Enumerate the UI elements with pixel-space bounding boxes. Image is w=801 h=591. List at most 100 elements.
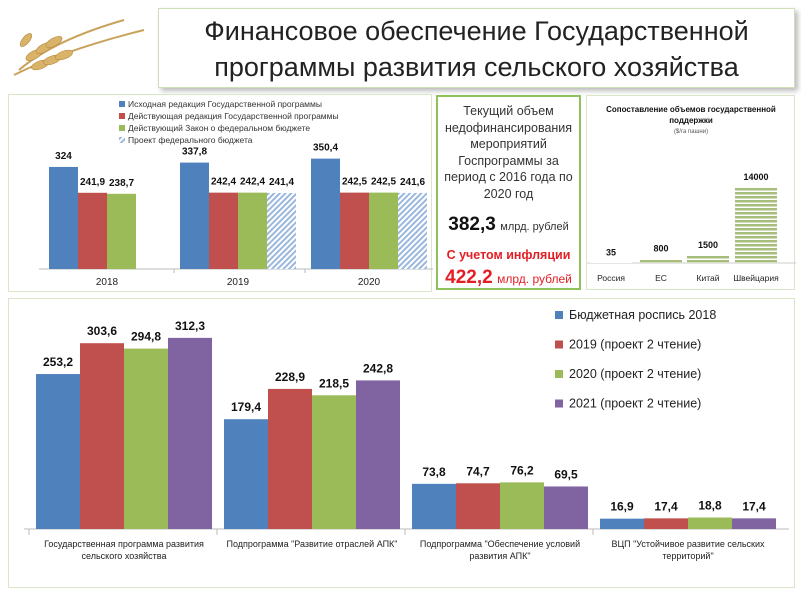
data-label: 16,9	[610, 500, 634, 514]
data-label: 17,4	[742, 499, 766, 513]
bar	[735, 187, 777, 263]
support-comparison-chart: Сопоставление объемов государственной под…	[586, 95, 796, 290]
data-label: 253,2	[43, 355, 73, 369]
legend-label: Исходная редакция Государственной програ…	[128, 99, 322, 109]
bar	[311, 158, 340, 269]
x-tick-label: Государственная программа развития	[44, 539, 204, 549]
legend-label: Бюджетная роспись 2018	[569, 308, 716, 322]
underfunding-amount: 382,3	[448, 214, 496, 235]
legend-swatch	[119, 101, 125, 107]
legend-swatch	[119, 137, 125, 143]
bar	[312, 395, 356, 529]
title-line: программы развития сельского хозяйства	[214, 52, 739, 82]
chart-title: поддержки	[669, 116, 713, 125]
page-title: Финансовое обеспечение Государственной п…	[158, 8, 795, 88]
chart-subtitle: ($/га пашни)	[674, 129, 708, 135]
bar	[640, 258, 682, 263]
bar	[168, 337, 212, 529]
info-line: 2020 год	[483, 186, 534, 201]
info-line: мероприятий	[470, 137, 547, 151]
data-label: 294,8	[131, 330, 161, 344]
bar	[107, 193, 136, 269]
bar	[688, 517, 732, 529]
bar	[268, 388, 312, 529]
x-tick-label: Швейцария	[733, 273, 779, 283]
data-label: 18,8	[698, 498, 722, 512]
x-tick-label: ЕС	[655, 273, 667, 283]
chart-title: Сопоставление объемов государственной	[606, 105, 776, 114]
info-line: недофинансирования	[444, 120, 573, 135]
budget-by-subprogram-chart: Государственная программа развития сельск…	[8, 298, 795, 588]
data-label: 242,4	[240, 177, 265, 188]
data-label: 1500	[698, 240, 718, 250]
x-tick-label: Китай	[697, 273, 720, 283]
bar	[180, 162, 209, 269]
data-label: 350,4	[313, 143, 338, 154]
amount-unit: млрд. рублей	[500, 221, 569, 233]
bar	[590, 262, 632, 263]
data-label: 242,4	[211, 177, 236, 188]
data-label: 17,4	[654, 499, 678, 513]
x-tick-label: 2019	[227, 277, 250, 288]
bar	[644, 518, 688, 529]
legend-label: 2021 (проект 2 чтение)	[569, 397, 701, 411]
x-tick-label: сельского хозяйства	[82, 551, 167, 561]
program-editions-chart: Исходная редакция Государственной програ…	[8, 94, 433, 292]
inflation-unit: млрд. рублей	[497, 272, 572, 286]
data-label: 242,5	[342, 177, 367, 188]
legend-label: Действующий Закон о федеральном бюджете	[128, 123, 310, 133]
bar	[687, 254, 729, 263]
bar	[600, 518, 644, 529]
x-tick-label: развития АПК"	[469, 551, 530, 561]
data-label: 800	[653, 244, 668, 254]
bar	[340, 192, 369, 269]
x-tick-label: 2020	[358, 277, 381, 288]
data-label: 312,3	[175, 319, 205, 333]
bar	[238, 192, 267, 269]
legend-label: 2019 (проект 2 чтение)	[569, 338, 701, 352]
x-tick-label: 2018	[96, 277, 119, 288]
bar	[356, 380, 400, 529]
legend-label: Действующая редакция Государственной про…	[128, 111, 339, 121]
data-label: 241,6	[400, 177, 425, 188]
data-label: 324	[55, 151, 72, 162]
legend-swatch	[119, 125, 125, 131]
bar	[456, 483, 500, 529]
data-label: 303,6	[87, 324, 117, 338]
bar	[732, 518, 776, 529]
bar	[398, 192, 427, 269]
bar	[49, 166, 78, 269]
data-label: 14000	[743, 172, 768, 182]
bar	[80, 343, 124, 529]
data-label: 218,5	[319, 376, 349, 390]
x-tick-label: Россия	[597, 273, 625, 283]
legend-swatch	[555, 399, 563, 408]
legend-swatch	[555, 340, 563, 349]
bar	[78, 192, 107, 269]
bar	[224, 419, 268, 529]
legend-label: Проект федерального бюджета	[128, 135, 253, 145]
bar	[369, 192, 398, 269]
data-label: 69,5	[554, 467, 578, 481]
x-tick-label: территорий"	[662, 551, 713, 561]
data-label: 337,8	[182, 147, 207, 158]
data-label: 35	[606, 248, 616, 258]
data-label: 242,8	[363, 361, 393, 375]
x-tick-label: ВЦП "Устойчивое развитие сельских	[611, 539, 765, 549]
data-label: 241,4	[269, 177, 294, 188]
data-label: 238,7	[109, 178, 134, 189]
bar	[124, 348, 168, 529]
bar	[412, 483, 456, 529]
x-tick-label: Подпрограмма "Обеспечение условий	[420, 539, 580, 549]
bar	[36, 374, 80, 529]
data-label: 76,2	[510, 463, 534, 477]
bar	[209, 192, 238, 269]
legend-swatch	[555, 370, 563, 378]
underfunding-info-box: Текущий объем недофинансирования меропри…	[436, 95, 581, 290]
title-line: Финансовое обеспечение Государственной	[204, 16, 749, 46]
inflation-label: С учетом инфляции	[446, 248, 571, 262]
wheat-logo	[13, 19, 145, 76]
data-label: 241,9	[80, 177, 105, 188]
bar	[500, 482, 544, 529]
bar	[267, 192, 296, 269]
